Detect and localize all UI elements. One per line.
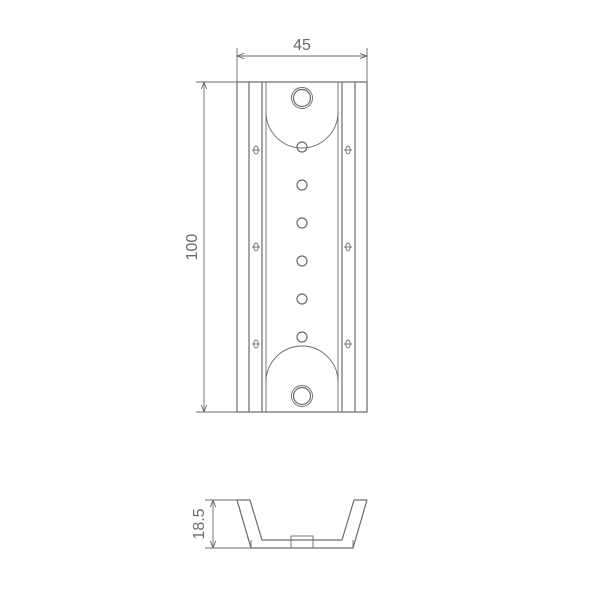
engineering-drawing: 45 100 18.5 <box>0 0 600 600</box>
mount-hole-bottom-outer <box>292 386 313 407</box>
dim-width: 45 <box>237 37 367 82</box>
right-side-slots <box>344 146 352 348</box>
dim-height: 100 <box>184 82 237 412</box>
dim-depth-label: 18.5 <box>191 508 208 539</box>
bottom-hole-arc <box>266 346 338 382</box>
section-inner <box>250 500 354 540</box>
dim-height-label: 100 <box>184 234 201 261</box>
mount-hole-top <box>294 90 311 107</box>
top-hole-arc <box>266 112 338 148</box>
mount-hole-top-outer <box>292 88 313 109</box>
center-holes <box>297 142 307 342</box>
mount-hole-bottom <box>294 388 311 405</box>
section-outer <box>237 500 367 548</box>
dim-width-label: 45 <box>293 37 311 54</box>
section-notch <box>291 536 313 548</box>
dim-depth: 18.5 <box>191 500 251 548</box>
left-side-slots <box>252 146 260 348</box>
section-view <box>237 500 367 548</box>
top-view <box>237 82 367 412</box>
